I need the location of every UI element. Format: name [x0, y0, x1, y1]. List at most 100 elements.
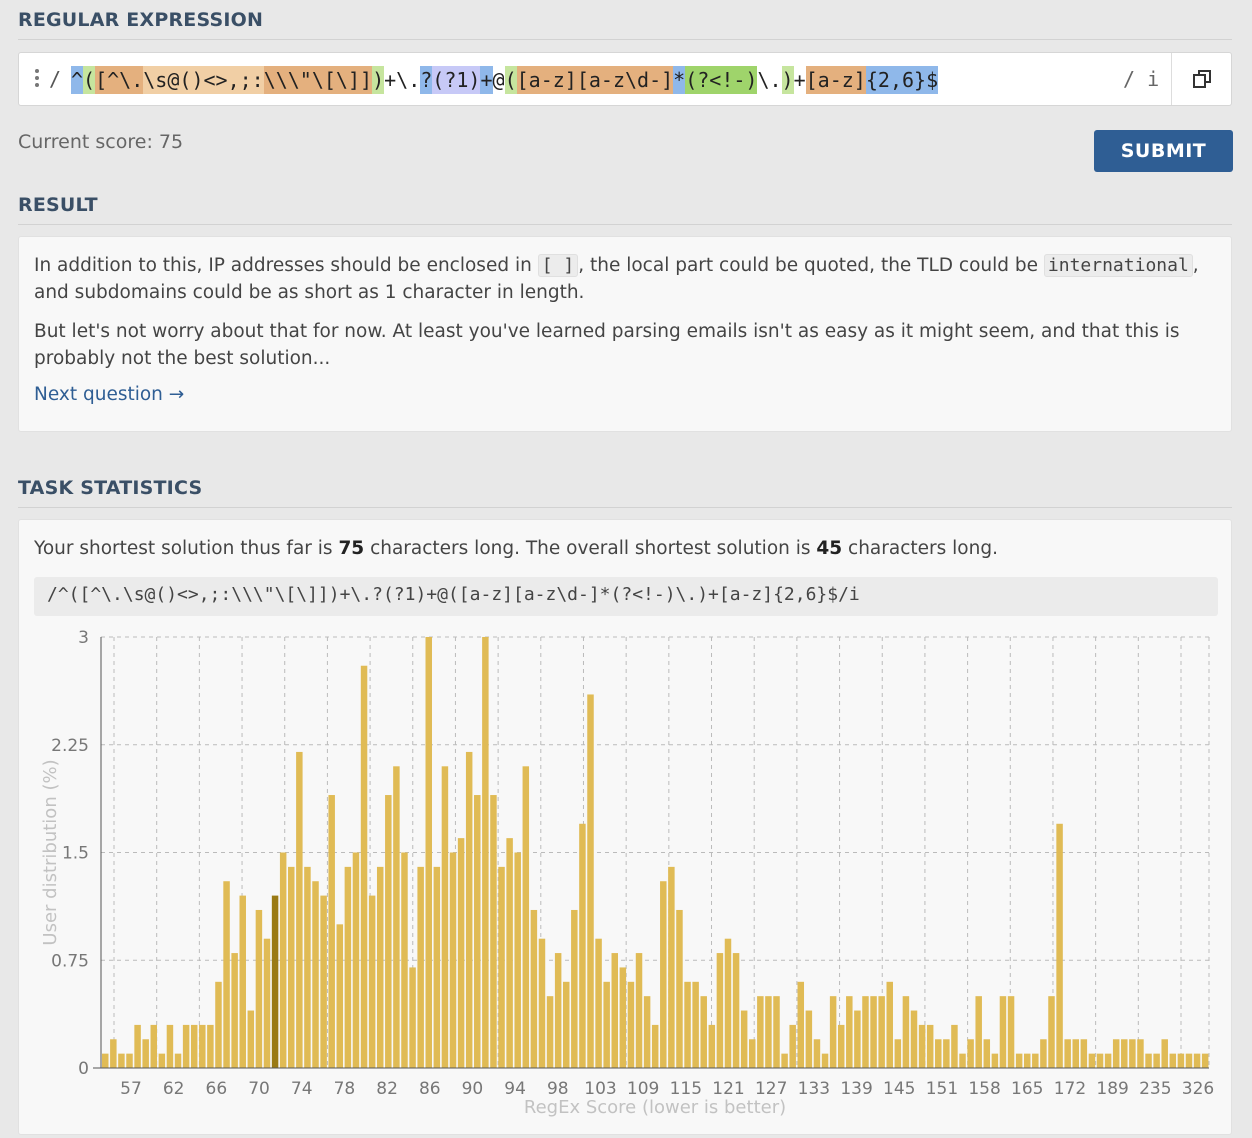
chart-bar — [328, 795, 335, 1068]
x-tick-label: 82 — [376, 1079, 398, 1099]
chart-bar — [821, 1053, 829, 1068]
chart-bar — [279, 852, 287, 1068]
regex-token: ] — [360, 66, 373, 94]
submit-button[interactable]: SUBMIT — [1094, 130, 1233, 172]
x-tick-label: 133 — [798, 1079, 830, 1099]
x-tick-label: 151 — [926, 1079, 958, 1099]
chart-bar — [255, 909, 263, 1068]
chart-bar — [1032, 1053, 1039, 1068]
chart-bar — [789, 1024, 796, 1068]
chart-bar — [393, 766, 400, 1068]
result-text-a: In addition to this, IP addresses should… — [34, 255, 538, 276]
x-tick-label: 189 — [1096, 1079, 1128, 1099]
chart-bar — [247, 1010, 255, 1068]
chart-bar — [999, 996, 1007, 1068]
x-tick-label: 98 — [547, 1079, 569, 1099]
regex-token: ) — [372, 66, 385, 94]
regex-token: $ — [926, 66, 939, 94]
chart-bar — [757, 996, 764, 1068]
chart-bar — [797, 981, 805, 1068]
chart-bar — [482, 637, 489, 1068]
chart-bar — [1153, 1053, 1160, 1068]
best-length: 45 — [816, 538, 843, 559]
chart-bar — [530, 909, 538, 1068]
chart-bar — [538, 938, 546, 1068]
chart-bar — [1129, 1039, 1136, 1068]
regex-token: ^ — [71, 66, 84, 94]
chart-bar — [651, 1024, 659, 1068]
chart-bar — [805, 1010, 813, 1068]
chart-bar — [376, 866, 384, 1068]
chart-bar — [716, 953, 724, 1068]
result-text-c: , and subdomains could be as short as 1 … — [34, 255, 1199, 303]
x-tick-label: 121 — [712, 1079, 744, 1099]
chart-bar — [1104, 1053, 1112, 1068]
chart-bar — [1007, 996, 1015, 1068]
regex-token: + — [793, 66, 806, 94]
chart-bar — [126, 1053, 133, 1068]
chart-bar — [174, 1053, 182, 1068]
copy-button[interactable] — [1171, 53, 1231, 105]
chart-bar — [643, 996, 651, 1068]
regex-token: \. — [396, 66, 421, 94]
chart-bar — [1161, 1039, 1168, 1068]
chart-bar — [635, 953, 643, 1068]
chart-bar — [449, 852, 457, 1068]
chart-bar — [1088, 1053, 1096, 1068]
regex-flags[interactable]: / i — [1123, 67, 1160, 91]
stats-text-a: Your shortest solution thus far is — [34, 538, 339, 559]
chart-bar — [870, 996, 877, 1068]
chart-bar — [627, 981, 635, 1068]
chart-bar — [190, 1024, 198, 1068]
regex-token: ( — [83, 66, 96, 94]
x-tick-label: 172 — [1054, 1079, 1086, 1099]
chart-bar — [360, 665, 368, 1068]
chart-bar — [603, 981, 610, 1068]
y-tick-label: 3 — [78, 628, 89, 648]
chart-bar — [708, 1024, 716, 1068]
chart-bar — [854, 1010, 861, 1068]
chart-bar — [263, 938, 271, 1068]
regex-input[interactable]: ^([^\.\s@()<>,;:\\\"\[\]])+\.?(?1)+@([a-… — [71, 66, 939, 94]
chart-bar — [1040, 1039, 1047, 1068]
chart-bar — [943, 1039, 950, 1068]
chart-bar — [457, 838, 465, 1068]
chart-bar — [465, 751, 473, 1068]
x-tick-label: 103 — [584, 1079, 616, 1099]
x-tick-label: 57 — [120, 1079, 142, 1099]
chart-bar — [352, 852, 360, 1068]
chart-bar — [967, 1039, 974, 1068]
chart-bar — [829, 996, 837, 1068]
result-panel: In addition to this, IP addresses should… — [18, 236, 1232, 432]
chart-bar — [271, 895, 279, 1068]
chart-bar — [207, 1024, 214, 1068]
chart-bar — [562, 981, 570, 1068]
chart-bar — [296, 751, 303, 1068]
chart-bar — [1137, 1039, 1144, 1068]
x-tick-label: 70 — [248, 1079, 270, 1099]
regex-editor[interactable]: / ^([^\.\s@()<>,;:\\\"\[\]])+\.?(?1)+@([… — [18, 52, 1232, 106]
chart-bar — [320, 895, 327, 1068]
chart-bar — [433, 866, 441, 1068]
chart-bar — [878, 996, 885, 1068]
chart-bar — [506, 838, 513, 1068]
chart-bar — [749, 1039, 756, 1068]
x-tick-label: 127 — [755, 1079, 787, 1099]
stats-section-title: TASK STATISTICS — [18, 477, 1232, 508]
chart-bar — [587, 694, 594, 1068]
chart-bar — [474, 795, 481, 1068]
chart-bar — [336, 924, 344, 1068]
stats-summary: Your shortest solution thus far is 75 ch… — [34, 536, 1216, 562]
chart-bar — [142, 1039, 149, 1068]
chart-bar — [1185, 1053, 1193, 1068]
y-tick-label: 0 — [78, 1059, 89, 1079]
chart-bar — [401, 852, 408, 1068]
chart-bar — [385, 795, 392, 1068]
chart-bar — [1048, 996, 1055, 1068]
chart-bar — [611, 953, 619, 1068]
next-question-link[interactable]: Next question → — [34, 384, 185, 405]
x-tick-label: 78 — [334, 1079, 356, 1099]
regex-token: * — [673, 66, 686, 94]
chart-bar — [304, 866, 311, 1068]
drag-handle-icon[interactable] — [35, 69, 43, 91]
